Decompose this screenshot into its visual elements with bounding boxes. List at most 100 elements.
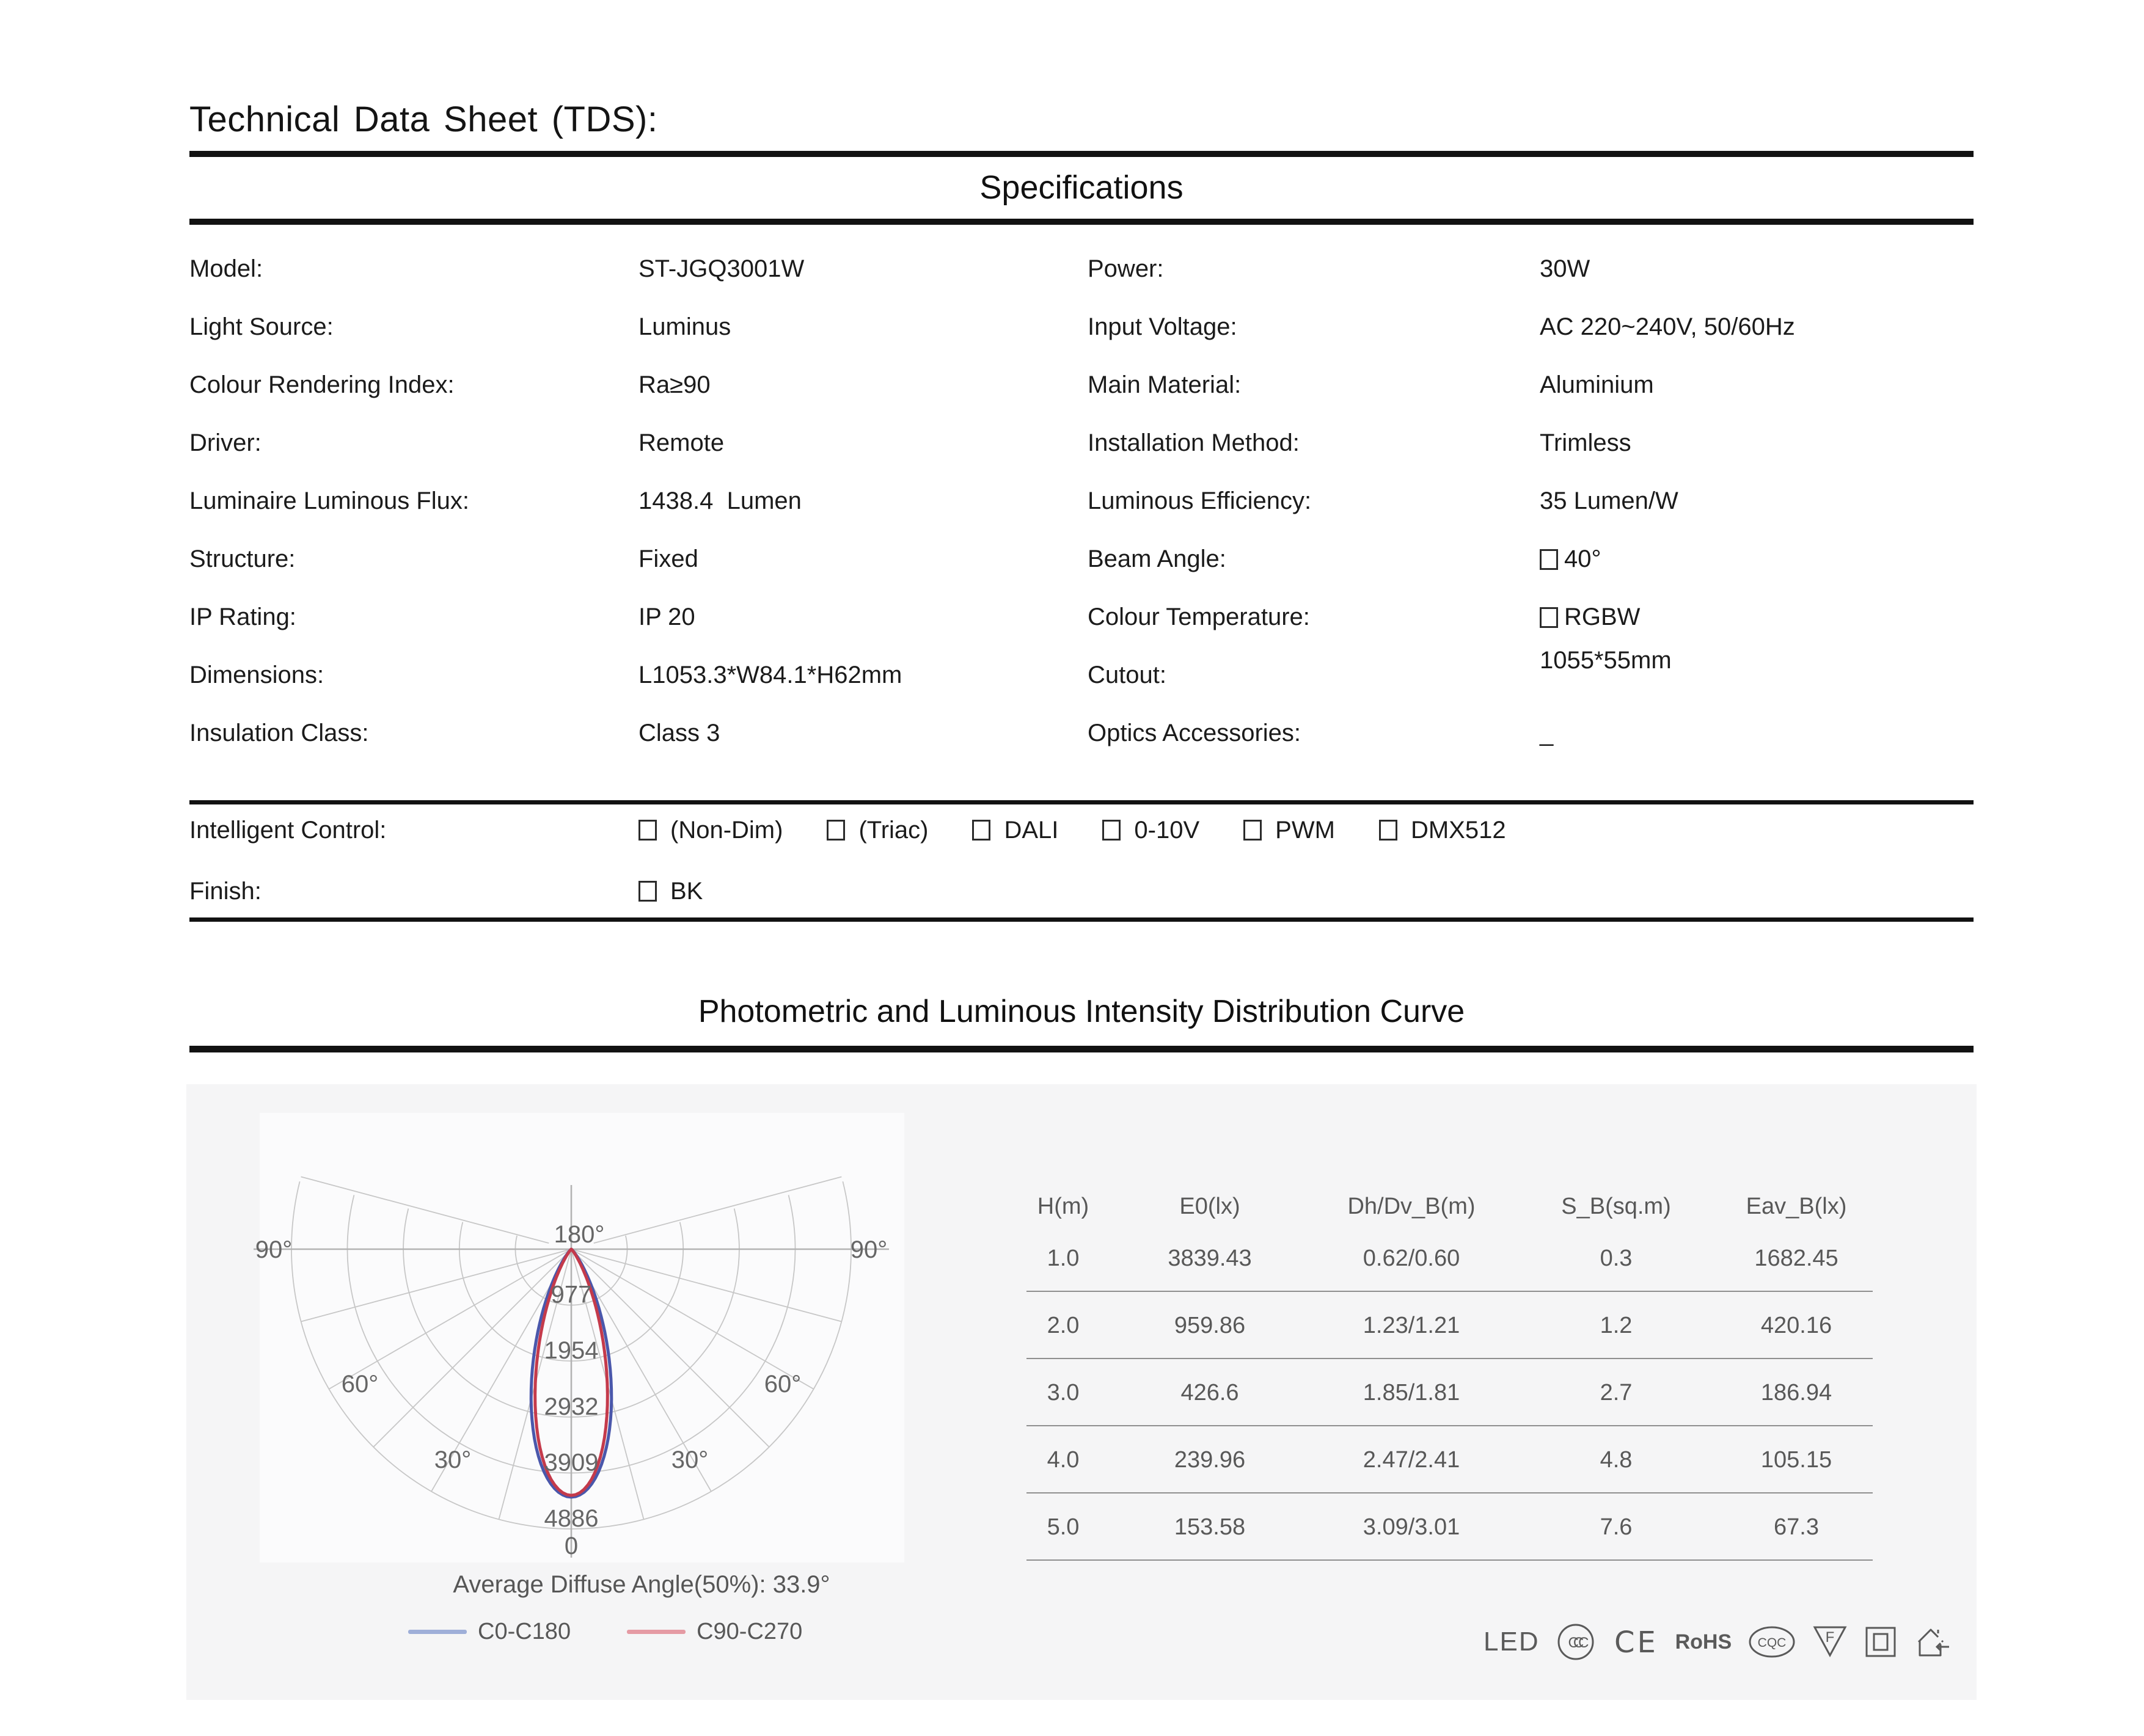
checkbox[interactable] xyxy=(1540,607,1558,628)
specifications-heading: Specifications xyxy=(979,169,1184,206)
led-label: LED xyxy=(1484,1627,1540,1657)
spec-value: ST-JGQ3001W xyxy=(638,255,805,282)
legend-label-c90-c270: C90-C270 xyxy=(697,1619,803,1644)
spec-label: Insulation Class: xyxy=(189,720,369,746)
legend-line-blue xyxy=(408,1630,467,1634)
table-cell: 3.0 xyxy=(1047,1379,1080,1406)
angle-label-0: 0 xyxy=(565,1533,578,1559)
angle-label-30-right: 30° xyxy=(671,1446,709,1473)
specifications-table: Model: ST-JGQ3001W Power: 30W Light Source: L… xyxy=(189,240,1974,762)
spec-label: Light Source: xyxy=(189,313,334,340)
control-option: PWM xyxy=(1243,817,1335,844)
spec-label: Luminaire Luminous Flux: xyxy=(189,487,469,514)
table-row: 3.0 426.6 1.85/1.81 2.7 186.94 xyxy=(1017,1359,1873,1426)
table-row: 1.0 3839.43 0.62/0.60 0.3 1682.45 xyxy=(1017,1225,1873,1292)
rohs-icon: RoHS xyxy=(1675,1630,1732,1654)
table-header-cell: E0(lx) xyxy=(1179,1193,1240,1219)
spec-value: Ra≥90 xyxy=(638,371,711,398)
curve-c90-c270 xyxy=(533,1247,609,1497)
spec-label: Power: xyxy=(1088,255,1164,282)
spec-label: Structure: xyxy=(189,545,296,572)
table-header-cell: H(m) xyxy=(1037,1193,1089,1219)
angle-label-60-right: 60° xyxy=(764,1371,802,1398)
table-cell: 3.09/3.01 xyxy=(1363,1514,1460,1540)
table-cell: 1.23/1.21 xyxy=(1363,1312,1460,1338)
radial-tick-label: 977 xyxy=(551,1282,592,1308)
spec-value: Remote xyxy=(638,429,725,456)
legend-item-c90-c270: C90-C270 xyxy=(627,1619,802,1645)
table-cell: 2.7 xyxy=(1600,1379,1633,1406)
angle-label-60-left: 60° xyxy=(342,1371,379,1398)
table-cell: 186.94 xyxy=(1760,1379,1832,1406)
radial-tick-label: 3909 xyxy=(544,1449,599,1476)
legend-line-red xyxy=(627,1630,686,1634)
spec-value: 1055*55mm xyxy=(1540,647,1672,674)
table-cell: 4.8 xyxy=(1600,1446,1633,1473)
checkbox[interactable] xyxy=(638,820,657,841)
class-ii-icon xyxy=(1865,1627,1896,1657)
finish-options: BK xyxy=(638,878,703,905)
control-option: BK xyxy=(638,878,703,905)
legend-item-c0-c180: C0-C180 xyxy=(408,1619,571,1645)
checkbox[interactable] xyxy=(1378,820,1397,841)
radial-tick-label: 1954 xyxy=(544,1337,599,1364)
svg-text:CQC: CQC xyxy=(1758,1636,1787,1650)
control-option-label: (Non-Dim) xyxy=(670,816,783,844)
svg-text:F: F xyxy=(1826,1629,1835,1646)
spec-label: Input Voltage: xyxy=(1088,313,1237,340)
checkbox[interactable] xyxy=(638,881,657,902)
photometric-heading: Photometric and Luminous Intensity Distr… xyxy=(698,994,1465,1029)
checkbox[interactable] xyxy=(827,820,846,841)
spec-value: L1053.3*W84.1*H62mm xyxy=(638,662,902,688)
spec-value: Aluminium xyxy=(1540,371,1654,398)
table-row: 2.0 959.86 1.23/1.21 1.2 420.16 xyxy=(1017,1292,1873,1359)
angle-label-90-right: 90° xyxy=(851,1236,888,1263)
table-cell: 239.96 xyxy=(1174,1446,1246,1473)
spec-value: Class 3 xyxy=(638,720,720,746)
control-option-label: DMX512 xyxy=(1410,816,1506,844)
divider-top xyxy=(189,151,1974,157)
spec-value: 40° xyxy=(1540,545,1974,573)
divider-photometric xyxy=(189,1046,1974,1052)
spec-label: Model: xyxy=(189,255,263,282)
table-cell: 1.85/1.81 xyxy=(1363,1379,1460,1406)
divider-control-top xyxy=(189,800,1974,804)
spec-value: _ xyxy=(1540,720,1554,746)
checkbox[interactable] xyxy=(1540,549,1558,570)
table-header-cell: Eav_B(lx) xyxy=(1746,1193,1847,1219)
f-mark-icon: F xyxy=(1813,1626,1847,1658)
spec-label: Colour Rendering Index: xyxy=(189,371,455,398)
table-cell: 105.15 xyxy=(1760,1446,1832,1473)
control-option: DMX512 xyxy=(1378,816,1506,844)
table-cell: 1.2 xyxy=(1600,1312,1633,1338)
spec-value: RGBW xyxy=(1540,604,1974,631)
table-cell: 0.62/0.60 xyxy=(1363,1245,1460,1271)
table-cell: 4.0 xyxy=(1047,1446,1080,1473)
checkbox[interactable] xyxy=(1243,820,1262,841)
table-cell: 1682.45 xyxy=(1754,1245,1838,1271)
checkbox[interactable] xyxy=(1102,820,1121,841)
intelligent-control-options: (Non-Dim) (Triac) DALI 0-10V PWM DMX512 xyxy=(638,817,1506,844)
table-cell: 153.58 xyxy=(1174,1514,1246,1540)
checkbox[interactable] xyxy=(972,820,991,841)
angle-label-30-left: 30° xyxy=(434,1446,472,1473)
control-option: (Triac) xyxy=(827,817,928,844)
spec-value: Luminus xyxy=(638,313,731,340)
table-cell: 67.3 xyxy=(1774,1514,1819,1540)
control-option: DALI xyxy=(972,817,1058,844)
table-cell: 426.6 xyxy=(1180,1379,1239,1406)
table-row: 4.0 239.96 2.47/2.41 4.8 105.15 xyxy=(1017,1426,1873,1493)
intelligent-control-label: Intelligent Control: xyxy=(189,816,387,844)
polar-plot-background xyxy=(260,1113,904,1563)
table-cell: 959.86 xyxy=(1174,1312,1246,1338)
table-cell: 3839.43 xyxy=(1168,1245,1252,1271)
page-title: Technical Data Sheet (TDS): xyxy=(189,100,658,139)
control-option-label: BK xyxy=(670,877,703,905)
table-header-cell: S_B(sq.m) xyxy=(1561,1193,1671,1219)
spec-label: Driver: xyxy=(189,429,262,456)
certification-row: LED CCC CE RoHS CQC F xyxy=(1484,1619,1952,1665)
ccc-icon: CCC xyxy=(1557,1624,1594,1660)
svg-text:CE: CE xyxy=(1614,1625,1658,1660)
